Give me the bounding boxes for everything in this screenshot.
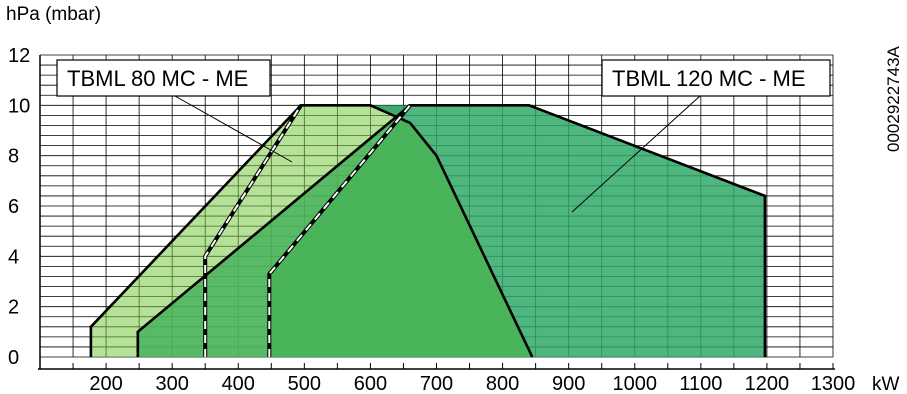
y-tick-label: 12 [8,45,30,67]
y-axis-label: hPa (mbar) [6,4,101,25]
x-tick-label: 500 [288,373,321,394]
inner-boundary-dash-0 [204,104,302,357]
x-tick-label: 800 [486,373,519,394]
x-tick-label: 900 [552,373,585,394]
x-axis-label: kW [872,374,900,394]
y-tick-label: 6 [8,196,19,218]
inner-boundary-dash-1 [268,104,411,357]
region-tbml-120-tint [137,105,765,357]
plot-areas [89,104,767,358]
x-tick-label: 200 [89,373,122,394]
y-tick-label: 4 [8,246,19,268]
y-tick-label: 10 [8,95,30,117]
x-tick-label: 1100 [679,373,722,394]
x-tick-label: 1000 [613,373,658,394]
leader-lines [174,95,701,213]
y-tick-label: 2 [8,297,19,319]
x-tick-label: 1300 [811,373,856,394]
outline-tbml-120 [136,104,767,357]
x-tick-label: 400 [222,373,255,394]
y-tick-label: 8 [8,146,19,168]
x-tick-label: 300 [155,373,188,394]
legend-label-120: TBML 120 MC - ME [612,66,806,91]
leader-line-120 [571,95,701,213]
x-tick-label: 1200 [745,373,790,394]
legend-box-80: TBML 80 MC - ME [56,59,271,97]
region-tbml-80 [90,105,533,357]
tick-labels: 0 2 4 6 8 10 12 200 300 400 500 600 700 800 900 1000 110… [8,45,855,394]
legend-box-80-frame [56,59,271,97]
leader-line-80 [174,95,293,163]
outline-tbml-80 [89,104,534,358]
legend-box-120-frame [601,59,831,97]
legend-box-120: TBML 120 MC - ME [601,59,831,97]
axes [38,55,835,370]
drawing-reference-code: 0002922743A [884,45,903,152]
y-tick-label: 0 [8,347,19,369]
x-tick-label: 700 [420,373,453,394]
legend-label-80: TBML 80 MC - ME [67,66,248,91]
x-tick-label: 600 [354,373,387,394]
